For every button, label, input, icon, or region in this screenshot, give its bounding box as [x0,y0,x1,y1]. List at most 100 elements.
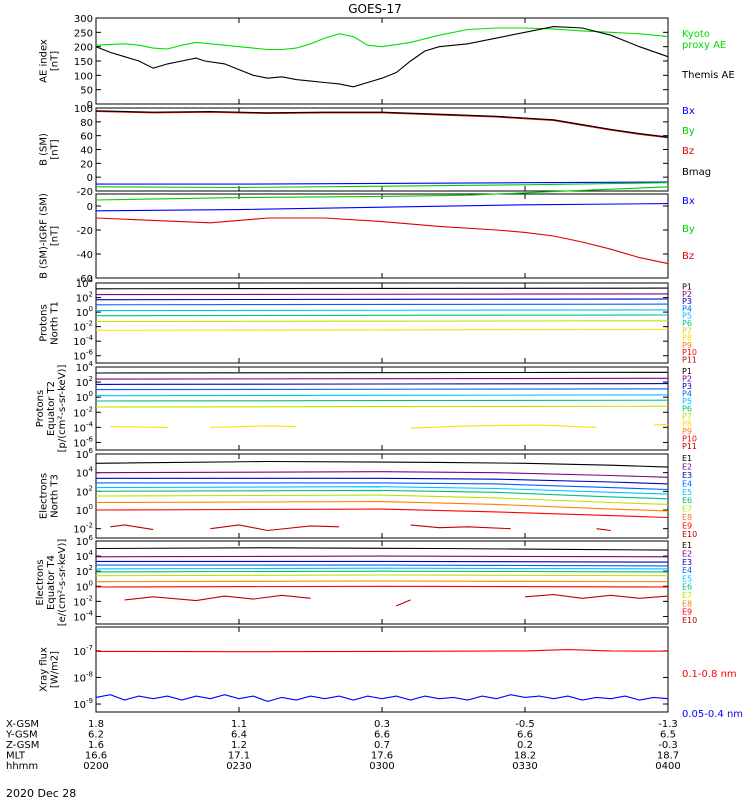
x-axis-value: 0300 [369,761,394,772]
electrons-north-t3-series-e6 [95,489,669,500]
xray-flux-series-0-05-0-4-nm [95,694,669,702]
x-axis-value: 1.2 [231,740,247,751]
xray-flux-ytick-label: 10-9 [73,697,93,711]
figure-title: GOES-17 [348,2,402,16]
electrons-equator-t4-ylabel: Equator T4 [46,555,57,610]
b-sm-igrf-ylabel: B (SM)-IGRF (SM) [39,193,50,279]
electrons-equator-t4-ylabel: [e/(cm²-s-sr-keV)] [57,539,68,627]
electrons-north-t3-series-e10a [110,524,154,531]
x-axis-value: -0.5 [515,719,535,730]
electrons-equator-t4-legend-e10: E10 [682,616,697,625]
b-sm-igrf-ytick-label: -20 [77,226,93,237]
electrons-north-t3-legend-e4: E4 [682,479,692,488]
protons-north-t1-series-p1 [95,287,669,290]
electrons-equator-t4-legend-e2: E2 [682,549,692,558]
electrons-north-t3-legend-e3: E3 [682,471,692,480]
protons-north-t1-legend-p8: P8 [682,334,692,343]
b-sm-legend-bx: Bx [682,106,695,117]
xray-flux-ylabel: Xray flux [39,647,50,692]
b-sm-ytick-label: 60 [80,132,93,143]
protons-equator-t2-ytick-label: 100 [76,390,93,404]
ae-index-series-kyoto-proxy-ae [95,27,669,51]
protons-equator-t2-series-p2 [95,377,669,380]
protons-equator-t2-legend-p2: P2 [682,374,692,383]
protons-equator-t2-series-p7 [95,405,669,408]
x-axis-value: 6.4 [231,730,247,741]
x-axis-row-label: X-GSM [6,719,39,730]
x-axis-row-label: Y-GSM [5,730,38,741]
b-sm-ytick-label: 0 [87,173,93,184]
ae-index-ytick-label: 50 [80,86,93,97]
protons-equator-t2-legend-p5: P5 [682,397,692,406]
electrons-north-t3-series-e8 [95,501,669,512]
protons-equator-t2-ylabel: Protons [35,390,46,427]
protons-north-t1-ytick-label: 104 [76,276,94,290]
protons-equator-t2-series-p8b [210,425,297,428]
xray-flux-ytick-label: 10-8 [73,670,93,684]
electrons-equator-t4-series-e1 [95,547,669,551]
x-axis-value: 0.2 [517,740,533,751]
electrons-equator-t4-legend-e9: E9 [682,608,692,617]
electrons-equator-t4-series-e7 [95,574,669,577]
ae-index-legend-kyoto: Kyoto [682,29,710,40]
protons-north-t1-ylabel: Protons [39,304,50,341]
electrons-north-t3-ytick-label: 104 [76,466,94,480]
protons-north-t1-ylabel: North T1 [50,301,61,345]
electrons-equator-t4-ytick-label: 102 [76,564,93,578]
protons-equator-t2-series-p8d [653,423,669,426]
x-axis-row-label: hhmm [6,761,38,772]
electrons-north-t3-series-e9 [95,508,669,519]
x-axis-value: 18.2 [514,751,536,762]
b-sm-igrf-panel: -60 -40 -20 0 B (SM)-IGRF (SM) [nT] Bx By Bz [39,186,695,285]
ae-index-legend-proxy-ae: proxy AE [682,40,726,51]
electrons-equator-t4-series-e6 [95,570,669,573]
x-axis-value: 6.2 [88,730,104,741]
b-sm-ytick-label: 100 [74,104,93,115]
b-sm-igrf-ytick-label: -40 [77,250,93,261]
b-sm-legend-by: By [682,126,695,137]
ae-index-series-themis-ae [95,26,669,88]
electrons-equator-t4-series-e5 [95,567,669,570]
x-axis-value: 0230 [226,761,251,772]
protons-equator-t2-series-p8a [110,426,168,428]
protons-north-t1-series-p2 [95,293,669,296]
ae-index-ytick-label: 200 [74,43,93,54]
protons-equator-t2-series-p3 [95,383,669,385]
ae-index-ylabel: AE index [39,39,50,83]
protons-north-t1-legend-p11: P11 [682,355,697,364]
electrons-north-t3-series-e10d [596,528,611,532]
electrons-north-t3-ytick-label: 106 [76,447,94,461]
xray-flux-legend-0-1-0-8-nm: 0.1-0.8 nm [682,669,737,680]
b-sm-frame [95,107,669,192]
protons-north-t1-legend-p1: P1 [682,283,692,292]
electrons-equator-t4-ytick-label: 100 [76,579,93,593]
ae-index-panel: 0 50 100 150 200 250 300 AE index [nT] Kyotoproxy… [39,14,735,111]
electrons-equator-t4-legend-e8: E8 [682,599,692,608]
electrons-equator-t4-series-e9 [95,585,669,588]
electrons-north-t3-series-e10c [410,524,511,530]
b-sm-igrf-legend-bz: Bz [682,251,694,262]
b-sm-legend-bz: Bz [682,146,694,157]
x-axis-table: X-GSM 1.8 1.1 0.3 -0.5 -1.3 Y-GSM 6.2 6.4 6.6 6.6 6… [5,719,681,772]
x-axis-value: 1.1 [231,719,247,730]
protons-north-t1-legend-p2: P2 [682,290,692,299]
electrons-north-t3-legend-e5: E5 [682,488,692,497]
xray-flux-legend-0-05-0-4-nm: 0.05-0.4 nm [682,709,743,720]
protons-equator-t2-legend-p4: P4 [682,389,692,398]
ae-index-ytick-label: 100 [74,71,93,82]
electrons-north-t3-legend-e9: E9 [682,521,692,530]
electrons-equator-t4-legend-e7: E7 [682,591,692,600]
electrons-equator-t4-series-e10b [396,599,411,607]
electrons-north-t3-series-e4 [96,482,669,491]
b-sm-igrf-legend-by: By [682,224,695,235]
protons-north-t1-legend-p10: P10 [682,348,697,357]
protons-equator-t2-ytick-label: 104 [76,360,94,374]
b-sm-igrf-series-bz [95,217,669,265]
protons-north-t1-ytick-label: 10-4 [73,334,93,348]
b-sm-igrf-series-bx [95,203,669,212]
protons-north-t1-ytick-label: 100 [76,305,93,319]
x-axis-value: 0.3 [374,719,390,730]
ae-index-ytick-label: 150 [74,57,93,68]
electrons-equator-t4-ytick-label: 10-2 [73,594,93,608]
